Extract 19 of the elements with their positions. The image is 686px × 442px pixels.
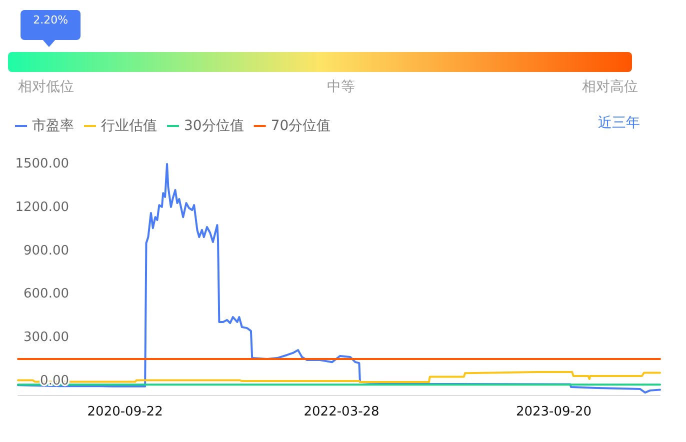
y-tick-label: 900.00 bbox=[24, 243, 69, 258]
text: 相对高位 bbox=[582, 79, 638, 95]
text: 中等 bbox=[327, 79, 355, 95]
x-tick-label: 2022-03-28 bbox=[304, 404, 380, 420]
y-tick-label: 1200.00 bbox=[15, 200, 69, 215]
text: 近三年 bbox=[598, 115, 640, 131]
y-tick-label: 0.00 bbox=[40, 374, 69, 389]
x-tick-label: 2020-09-22 bbox=[87, 404, 163, 420]
x-tick-label: 2023-09-20 bbox=[516, 404, 592, 420]
legend-label: 行业估值 bbox=[101, 118, 157, 134]
y-tick-label: 1500.00 bbox=[15, 156, 69, 172]
legend-label: 市盈率 bbox=[32, 118, 74, 134]
legend-label: 30分位值 bbox=[184, 118, 244, 134]
y-tick-label: 300.00 bbox=[24, 330, 69, 346]
data-label: 2.20% bbox=[33, 14, 68, 26]
line-series bbox=[17, 371, 661, 384]
text: 相对低位 bbox=[18, 79, 74, 95]
legend-label: 70分位值 bbox=[270, 118, 331, 134]
y-tick-label: 600.00 bbox=[24, 286, 69, 302]
